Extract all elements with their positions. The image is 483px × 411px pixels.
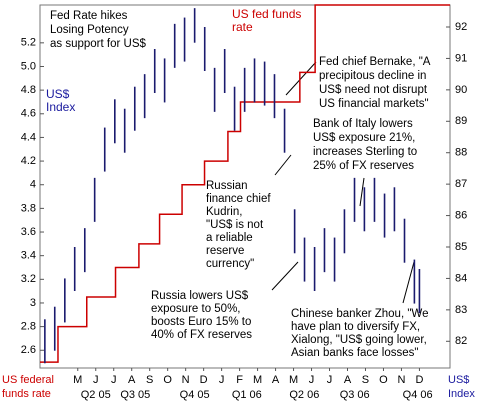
- series-label: US$ Index: [46, 87, 76, 114]
- y-tick-label: 5.0: [21, 60, 36, 72]
- x-tick-label: F: [236, 374, 243, 386]
- arrows: [271, 61, 415, 304]
- x-tick-label: J: [93, 374, 99, 386]
- x-tick-label: M: [253, 374, 262, 386]
- quarter-label: Q3 06: [340, 389, 370, 401]
- arrow: [402, 261, 415, 304]
- annotation: Fed chief Bernake, "A precipitous decline…: [319, 56, 431, 110]
- x-tick-label: N: [182, 374, 190, 386]
- y-tick-label: 3.2: [21, 273, 36, 285]
- x-tick-label: D: [200, 374, 208, 386]
- y-tick-label: 2.6: [21, 344, 36, 356]
- y2-tick-label: 82: [455, 335, 467, 347]
- annotation: Russia lowers US$ exposure to 50%, boosts …: [151, 290, 252, 341]
- y2-tick-label: 87: [455, 178, 467, 190]
- y2-tick-label: 88: [455, 147, 467, 159]
- x-tick-label: O: [379, 374, 388, 386]
- annotation: Chinese banker Zhou, "We have plan to div…: [291, 308, 428, 359]
- quarter-label: Q1 06: [232, 389, 262, 401]
- quarter-label: Q2 06: [289, 389, 319, 401]
- arrow: [274, 154, 292, 176]
- y2-tick-label: 92: [455, 21, 467, 33]
- y-tick-label: 4.8: [21, 84, 36, 96]
- arrow: [359, 177, 365, 207]
- y-tick-label: 4.2: [21, 155, 36, 167]
- y2-axis-label: US$ Index: [448, 374, 475, 400]
- arrow: [285, 61, 317, 96]
- x-tick-label: J: [327, 374, 333, 386]
- annotations: Fed Rate hikes Losing Potency as support f…: [50, 10, 431, 359]
- x-tick-label: A: [128, 374, 136, 386]
- x-tick-label: J: [111, 374, 117, 386]
- annotation: Fed Rate hikes Losing Potency as support f…: [50, 10, 146, 50]
- annotation: Bank of Italy lowers US$ exposure 21%, inc…: [313, 118, 417, 172]
- y-tick-label: 3.6: [21, 226, 36, 238]
- quarter-label: Q3 05: [120, 389, 150, 401]
- y-tick-label: 3.4: [21, 250, 36, 262]
- y2-tick-label: 85: [455, 241, 467, 253]
- y2-tick-label: 86: [455, 209, 467, 221]
- y-tick-label: 5.2: [21, 37, 36, 49]
- series-label: US fed funds rate: [232, 7, 302, 34]
- x-tick-label: M: [289, 374, 298, 386]
- quarter-label: Q4 05: [180, 389, 210, 401]
- y-tick-label: 3.8: [21, 202, 36, 214]
- x-tick-label: M: [73, 374, 82, 386]
- y2-tick-label: 89: [455, 115, 467, 127]
- x-tick-label: S: [146, 374, 153, 386]
- y-tick-label: 3: [30, 297, 36, 309]
- x-tick-label: J: [219, 374, 225, 386]
- y2-tick-label: 83: [455, 304, 467, 316]
- x-tick-label: J: [309, 374, 315, 386]
- x-tick-label: D: [415, 374, 423, 386]
- arrow: [271, 261, 299, 291]
- quarter-label: Q2 05: [81, 389, 111, 401]
- x-tick-label: A: [272, 374, 280, 386]
- fed-rate-line: [40, 4, 450, 363]
- x-tick-label: S: [362, 374, 369, 386]
- plot-frame: [39, 4, 451, 369]
- y-tick-label: 2.8: [21, 321, 36, 333]
- y2-tick-label: 84: [455, 272, 467, 284]
- x-tick-label: A: [344, 374, 352, 386]
- quarter-label: Q4 06: [403, 389, 433, 401]
- x-tick-label: O: [163, 374, 172, 386]
- y2-tick-label: 90: [455, 84, 467, 96]
- y-tick-label: 4.4: [21, 131, 36, 143]
- y2-tick-label: 91: [455, 52, 467, 64]
- y-tick-label: 4: [30, 179, 36, 191]
- annotation: Russian finance chief Kudrin, "US$ is not a …: [206, 180, 271, 270]
- y-tick-label: 4.6: [21, 108, 36, 120]
- x-tick-label: N: [397, 374, 405, 386]
- y-axis-label: US federal funds rate: [2, 374, 54, 400]
